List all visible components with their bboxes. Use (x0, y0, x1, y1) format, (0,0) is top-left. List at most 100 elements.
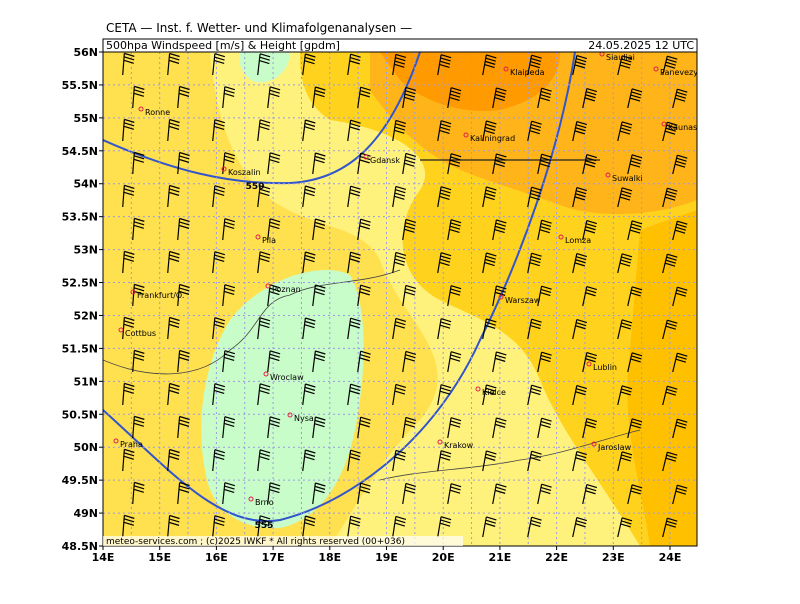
barb-feather (214, 191, 225, 197)
barb-feather (494, 162, 505, 168)
wind-barb (447, 219, 462, 241)
barb-feather (405, 222, 416, 227)
barb-feather (450, 90, 461, 95)
lon-label: 17E (262, 551, 285, 564)
barb-feather (586, 417, 597, 423)
title: 500hpa Windspeed [m/s] & Height [gpdm] (106, 39, 340, 52)
barb-feather (224, 290, 235, 296)
contour (103, 52, 576, 523)
barb-feather (269, 482, 281, 487)
barb-feather (404, 291, 416, 296)
barb-feather (304, 324, 315, 329)
barb-feather (530, 387, 542, 392)
barb-feather (449, 159, 461, 164)
wind-barb (392, 251, 407, 274)
city-marker (475, 386, 481, 392)
barb-feather (576, 252, 587, 258)
barb-feather (224, 155, 235, 160)
barb-feather (631, 487, 642, 492)
barb-feather (359, 419, 371, 425)
barb-feather (621, 121, 633, 126)
barb-feather (269, 152, 281, 157)
barb-feather (314, 93, 325, 98)
barb-feather (621, 58, 632, 63)
barb-feather (395, 251, 407, 257)
wind-barb (582, 153, 597, 175)
wind-barb (347, 383, 361, 406)
barb-feather (349, 320, 361, 326)
institute: CETA — Inst. f. Wetter- und Klimafolgena… (106, 21, 412, 35)
wind-barb (212, 185, 226, 208)
barb-feather (224, 350, 236, 355)
barb-feather (440, 123, 451, 128)
barb-feather (395, 255, 406, 260)
barb-feather (304, 126, 315, 131)
barb-feather (350, 449, 361, 454)
city-marker (363, 154, 369, 160)
wind-barb (672, 286, 688, 307)
wind-barb (582, 483, 597, 505)
barb-feather (496, 483, 507, 488)
barb-feather (621, 517, 633, 522)
barb-feather (169, 188, 180, 193)
barb-feather (485, 387, 496, 392)
barb-feather (394, 195, 405, 200)
barb-feather (664, 262, 676, 267)
barb-feather (531, 318, 542, 323)
barb-feather (631, 157, 642, 162)
wind-barb (122, 118, 135, 142)
barb-feather (259, 56, 270, 61)
barb-feather (133, 353, 145, 358)
wind-barb (312, 416, 326, 439)
lon-label: 20E (432, 551, 455, 564)
barb-feather (676, 355, 687, 360)
wind-barb (402, 350, 417, 373)
barb-feather (123, 320, 135, 325)
barb-feather (405, 90, 416, 95)
barb-feather (439, 324, 451, 329)
barb-feather (450, 219, 462, 224)
barb-feather (133, 89, 145, 94)
city-marker (605, 172, 611, 178)
barb-feather (665, 391, 676, 396)
barb-feather (169, 448, 180, 454)
wind-barb (222, 284, 236, 307)
barb-feather (664, 196, 676, 201)
barb-feather (394, 129, 405, 134)
barb-feather (123, 257, 134, 262)
wind-barb (492, 483, 507, 505)
barb-feather (440, 186, 452, 191)
barb-feather (486, 384, 497, 389)
barb-feather (305, 317, 316, 322)
barb-feather (449, 423, 461, 428)
lat-label: 54.5N (62, 145, 98, 158)
wind-barb (447, 483, 462, 505)
wind-barb (132, 415, 145, 439)
wind-barb (312, 284, 326, 307)
barb-feather (584, 97, 596, 102)
wind-barb (572, 516, 587, 538)
wind-barb (482, 384, 497, 406)
barb-feather (224, 416, 236, 421)
wind-barb (167, 184, 180, 208)
wind-barb (302, 53, 316, 76)
barb-feather (540, 357, 551, 363)
barb-feather (394, 324, 406, 329)
barb-feather (677, 418, 688, 423)
barb-feather (450, 483, 462, 488)
barb-feather (576, 54, 587, 60)
barb-feather (675, 358, 686, 363)
barb-feather (586, 285, 597, 291)
wind-barb (357, 350, 371, 373)
wind-barb (212, 383, 226, 406)
barb-feather (360, 416, 371, 421)
barb-feather (224, 92, 235, 98)
wind-barb (437, 186, 452, 208)
wind-barb (177, 283, 190, 307)
barb-feather (496, 351, 507, 356)
wind-barb (392, 317, 407, 340)
barb-feather (169, 254, 180, 259)
barb-feather (495, 93, 506, 98)
barb-feather (259, 258, 270, 263)
barb-feather (620, 127, 631, 132)
